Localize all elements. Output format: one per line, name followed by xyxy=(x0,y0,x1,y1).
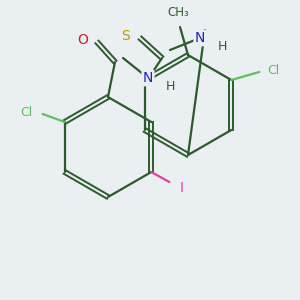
Text: N: N xyxy=(195,31,205,45)
Text: Cl: Cl xyxy=(21,106,33,118)
Text: CH₃: CH₃ xyxy=(167,7,189,20)
Text: I: I xyxy=(179,181,183,195)
Text: Cl: Cl xyxy=(267,64,279,76)
Text: N: N xyxy=(143,71,153,85)
Text: O: O xyxy=(78,33,88,47)
Text: H: H xyxy=(165,80,175,92)
Text: H: H xyxy=(217,40,227,52)
Text: S: S xyxy=(122,29,130,43)
